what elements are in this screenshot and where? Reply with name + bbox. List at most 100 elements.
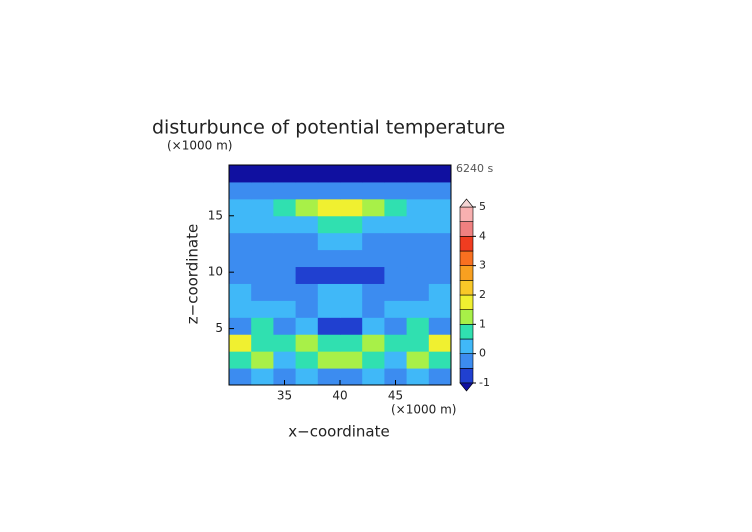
- cell: [406, 368, 430, 386]
- cell: [295, 368, 319, 386]
- cell: [362, 266, 385, 284]
- cell: [384, 317, 408, 335]
- cell: [273, 198, 297, 217]
- cell: [384, 181, 408, 200]
- cell: [428, 300, 452, 318]
- colorbar-tick-label: 3: [479, 259, 486, 272]
- cell: [317, 300, 341, 318]
- cell: [273, 317, 297, 335]
- cell: [406, 215, 430, 234]
- cell: [273, 283, 297, 301]
- cell: [273, 165, 297, 183]
- y-tick-label: 5: [215, 321, 223, 335]
- cell: [251, 215, 274, 234]
- colorbar-tick-label: 2: [479, 288, 486, 301]
- cell: [340, 351, 363, 369]
- cell: [273, 215, 297, 234]
- cell: [229, 317, 252, 335]
- colorbar-segment: [459, 280, 474, 296]
- cell: [317, 283, 341, 301]
- cell: [229, 249, 252, 268]
- cell: [340, 232, 363, 251]
- colorbar-segment: [459, 250, 474, 266]
- cell: [295, 317, 319, 335]
- cell: [406, 249, 430, 268]
- cell: [251, 283, 274, 301]
- colorbar-segment: [459, 353, 474, 369]
- cell: [362, 351, 385, 369]
- cell: [428, 198, 452, 217]
- y-tick-label: 10: [208, 265, 223, 279]
- cell: [428, 283, 452, 301]
- cell: [340, 266, 363, 284]
- colorbar-segment: [459, 309, 474, 325]
- cell: [273, 368, 297, 386]
- cell: [362, 215, 385, 234]
- cell: [428, 266, 452, 284]
- colorbar-segment: [459, 265, 474, 281]
- cell: [251, 249, 274, 268]
- cell: [340, 249, 363, 268]
- cell: [384, 300, 408, 318]
- cell: [384, 232, 408, 251]
- cell: [428, 181, 452, 200]
- cell: [317, 317, 341, 335]
- cell: [229, 283, 252, 301]
- cell: [317, 266, 341, 284]
- cell: [251, 198, 274, 217]
- cell: [317, 198, 341, 217]
- colorbar-segment: [459, 206, 474, 222]
- cell: [229, 351, 252, 369]
- cell: [428, 165, 452, 183]
- cell: [428, 215, 452, 234]
- cell: [362, 334, 385, 352]
- x-tick-label: 40: [332, 389, 347, 403]
- cell: [384, 249, 408, 268]
- cell: [229, 266, 252, 284]
- colorbar-over: [459, 198, 474, 208]
- cell: [362, 165, 385, 183]
- colorbar-tick-label: 0: [479, 347, 486, 360]
- cell: [384, 215, 408, 234]
- cell: [406, 198, 430, 217]
- cell: [295, 215, 319, 234]
- cell: [362, 198, 385, 217]
- cell: [340, 283, 363, 301]
- cell: [317, 351, 341, 369]
- cell: [340, 317, 363, 335]
- cell: [406, 266, 430, 284]
- cell: [406, 181, 430, 200]
- cell: [406, 334, 430, 352]
- y-tick-label: 15: [208, 208, 223, 222]
- cell: [273, 300, 297, 318]
- cell: [295, 300, 319, 318]
- cell: [229, 368, 252, 386]
- cell: [251, 232, 274, 251]
- cell: [406, 165, 430, 183]
- cell: [295, 198, 319, 217]
- cell: [384, 198, 408, 217]
- cell: [406, 300, 430, 318]
- x-tick-label: 35: [277, 389, 292, 403]
- x-unit: (×1000 m): [391, 403, 456, 417]
- cell: [384, 283, 408, 301]
- cell: [317, 249, 341, 268]
- cell: [295, 232, 319, 251]
- cell: [384, 266, 408, 284]
- colorbar-tick-label: 4: [479, 229, 486, 242]
- cell: [273, 232, 297, 251]
- cell: [229, 300, 252, 318]
- cell: [251, 165, 274, 183]
- colorbar-segment: [459, 221, 474, 237]
- cell: [229, 334, 252, 352]
- colorbar-tick-label: 1: [479, 317, 486, 330]
- cell: [295, 351, 319, 369]
- cell: [251, 351, 274, 369]
- x-axis-label: x−coordinate: [288, 423, 389, 441]
- colorbar-segment: [459, 338, 474, 354]
- cell: [340, 300, 363, 318]
- cell: [428, 368, 452, 386]
- chart-title: disturbunce of potential temperature: [152, 117, 505, 139]
- colorbar-tick-label: 5: [479, 200, 486, 213]
- colorbar-under: [459, 382, 474, 392]
